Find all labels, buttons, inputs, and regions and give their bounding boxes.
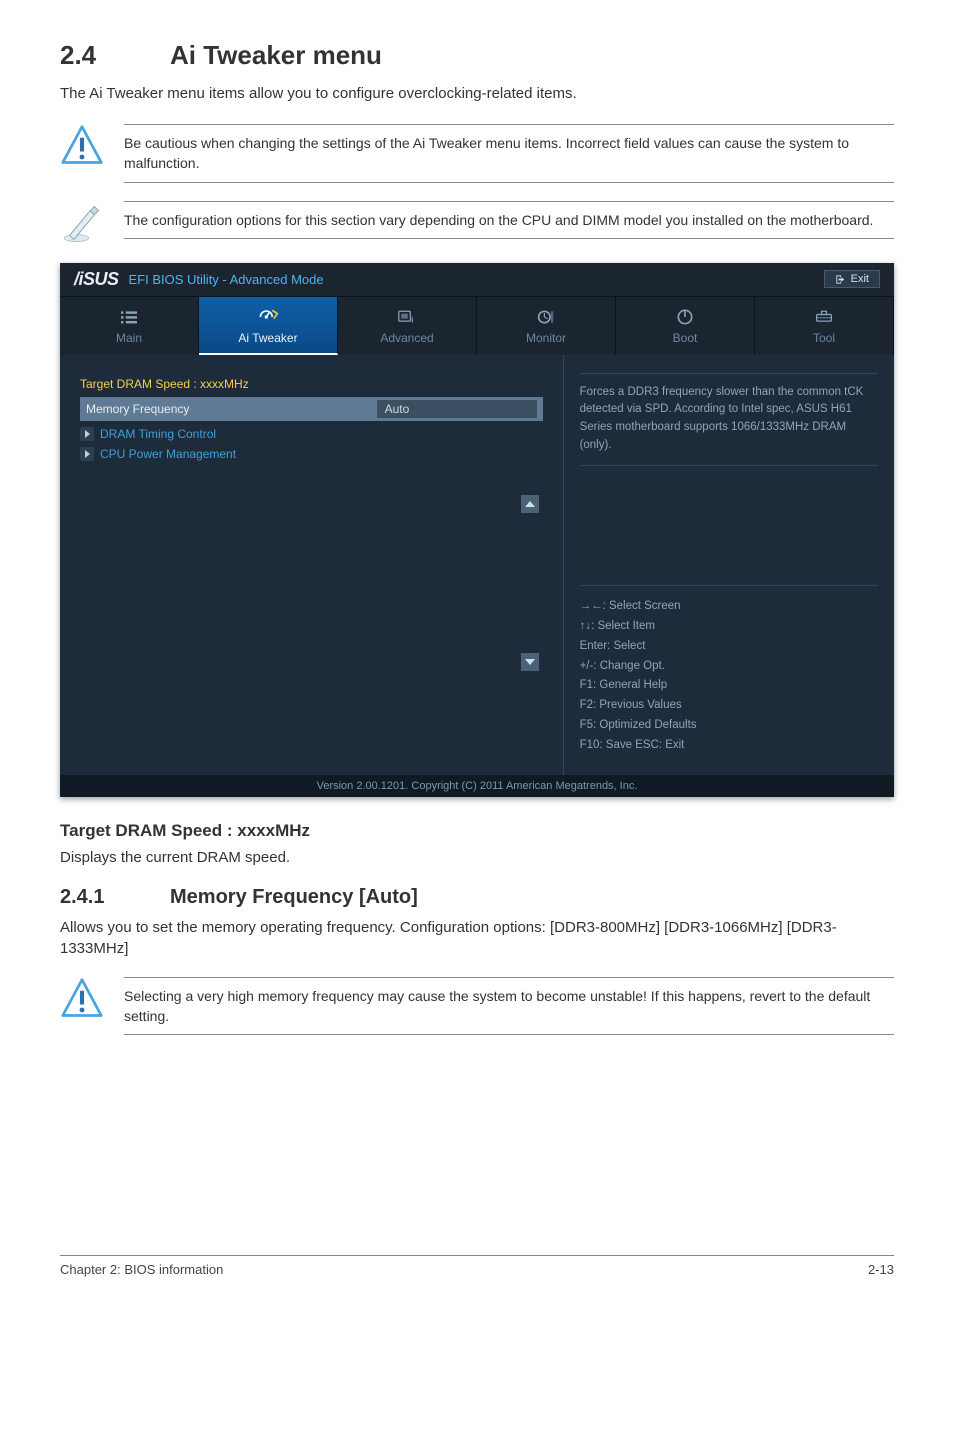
tab-ai-tweaker[interactable]: Ai Tweaker <box>199 297 338 355</box>
tab-tool[interactable]: Tool <box>755 297 894 355</box>
subsection-text: Allows you to set the memory operating f… <box>60 917 894 959</box>
tab-monitor[interactable]: Monitor <box>477 297 616 355</box>
key-general-help: F1: General Help <box>580 677 878 695</box>
memory-frequency-value: Auto <box>377 400 537 418</box>
key-enter: Enter: Select <box>580 638 878 656</box>
warning-icon <box>60 124 104 168</box>
key-save-exit: F10: Save ESC: Exit <box>580 737 878 755</box>
memory-frequency-row[interactable]: Memory Frequency Auto <box>80 397 543 421</box>
asus-logo: /iSUS <box>74 269 119 290</box>
key-optimized-defaults: F5: Optimized Defaults <box>580 717 878 735</box>
chevron-right-icon <box>80 427 94 441</box>
key-select-screen: →←: Select Screen <box>580 598 878 616</box>
exit-icon <box>835 274 846 285</box>
warning-note-1: Be cautious when changing the settings o… <box>60 124 894 183</box>
cpu-power-item[interactable]: CPU Power Management <box>80 447 543 461</box>
info-text: The configuration options for this secti… <box>124 201 894 239</box>
tab-ai-tweaker-label: Ai Tweaker <box>238 331 297 345</box>
bios-version-footer: Version 2.00.1201. Copyright (C) 2011 Am… <box>60 775 894 797</box>
bios-utility-title: EFI BIOS Utility - Advanced Mode <box>129 272 324 287</box>
section-heading: 2.4Ai Tweaker menu <box>60 40 894 71</box>
tab-advanced-label: Advanced <box>380 331 433 345</box>
warning-note-2: Selecting a very high memory frequency m… <box>60 977 894 1036</box>
section-number: 2.4 <box>60 40 170 71</box>
bios-tabs: Main Ai Tweaker i Advanced Monitor Boot … <box>60 297 894 355</box>
info-note: The configuration options for this secti… <box>60 201 894 245</box>
subsection-heading: 2.4.1Memory Frequency [Auto] <box>60 886 894 909</box>
subsection-title-text: Memory Frequency [Auto] <box>170 886 418 908</box>
tab-main[interactable]: Main <box>60 297 199 355</box>
chevron-up-icon <box>525 501 535 507</box>
tab-tool-label: Tool <box>813 331 835 345</box>
field-heading: Target DRAM Speed : xxxxMHz <box>60 821 894 841</box>
bios-help-panel: Forces a DDR3 frequency slower than the … <box>563 355 894 775</box>
scroll-arrows <box>521 495 539 671</box>
scroll-up-button[interactable] <box>521 495 539 513</box>
advanced-icon: i <box>338 307 476 327</box>
main-icon <box>60 307 198 327</box>
bios-settings-panel: Target DRAM Speed : xxxxMHz Memory Frequ… <box>60 355 563 775</box>
exit-button[interactable]: Exit <box>824 270 880 288</box>
ai-tweaker-icon <box>199 307 337 327</box>
tab-boot[interactable]: Boot <box>616 297 755 355</box>
memory-frequency-label: Memory Frequency <box>86 402 377 416</box>
chevron-down-icon <box>525 659 535 665</box>
chevron-right-icon <box>80 447 94 461</box>
help-text: Forces a DDR3 frequency slower than the … <box>580 373 878 466</box>
warning-icon <box>60 977 104 1021</box>
field-text: Displays the current DRAM speed. <box>60 847 894 868</box>
key-change-opt: +/-: Change Opt. <box>580 658 878 676</box>
dram-timing-item[interactable]: DRAM Timing Control <box>80 427 543 441</box>
cpu-power-label: CPU Power Management <box>100 447 236 461</box>
intro-text: The Ai Tweaker menu items allow you to c… <box>60 85 894 102</box>
key-select-item: ↑↓: Select Item <box>580 618 878 636</box>
tab-boot-label: Boot <box>673 331 698 345</box>
scroll-down-button[interactable] <box>521 653 539 671</box>
warning-text-1: Be cautious when changing the settings o… <box>124 124 894 183</box>
bios-screenshot: /iSUS EFI BIOS Utility - Advanced Mode E… <box>60 263 894 797</box>
footer-left: Chapter 2: BIOS information <box>60 1262 223 1277</box>
tab-monitor-label: Monitor <box>526 331 566 345</box>
pen-icon <box>60 201 104 245</box>
target-dram-label: Target DRAM Speed : xxxxMHz <box>80 377 249 391</box>
monitor-icon <box>477 307 615 327</box>
page-footer: Chapter 2: BIOS information 2-13 <box>60 1255 894 1277</box>
boot-icon <box>616 307 754 327</box>
footer-right: 2-13 <box>868 1262 894 1277</box>
tool-icon <box>755 307 893 327</box>
svg-text:i: i <box>411 315 413 324</box>
dram-timing-label: DRAM Timing Control <box>100 427 216 441</box>
section-title-text: Ai Tweaker menu <box>170 40 382 70</box>
key-legend: →←: Select Screen ↑↓: Select Item Enter:… <box>580 585 878 757</box>
target-dram-row: Target DRAM Speed : xxxxMHz <box>80 377 543 391</box>
exit-label: Exit <box>851 273 869 285</box>
tab-main-label: Main <box>116 331 142 345</box>
key-previous-values: F2: Previous Values <box>580 697 878 715</box>
tab-advanced[interactable]: i Advanced <box>338 297 477 355</box>
subsection-number: 2.4.1 <box>60 886 170 909</box>
bios-titlebar: /iSUS EFI BIOS Utility - Advanced Mode E… <box>60 263 894 297</box>
warning-text-2: Selecting a very high memory frequency m… <box>124 977 894 1036</box>
